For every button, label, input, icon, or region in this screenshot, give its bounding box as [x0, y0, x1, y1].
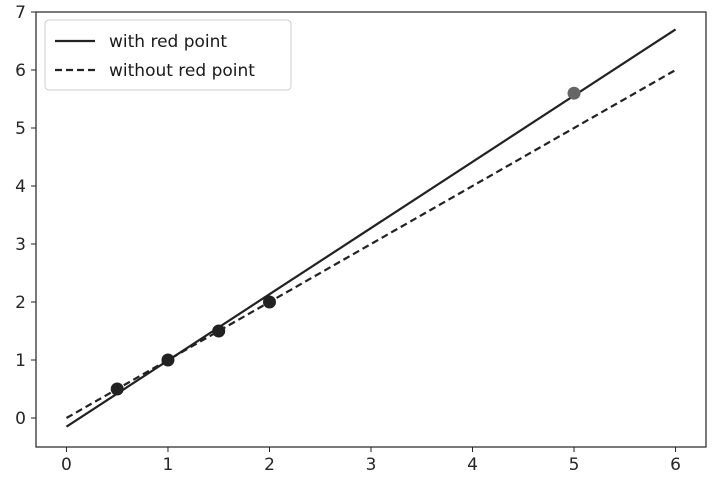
legend-label: without red point: [109, 61, 255, 81]
y-tick-label: 3: [15, 235, 26, 255]
y-tick-label: 5: [15, 119, 26, 139]
data-point: [567, 86, 581, 100]
x-tick-label: 0: [61, 455, 72, 475]
y-tick-label: 6: [15, 61, 26, 81]
y-tick-label: 1: [15, 351, 26, 371]
data-point: [110, 382, 124, 396]
data-point: [161, 353, 175, 367]
plot-frame: [35, 11, 707, 448]
y-tick-label: 2: [15, 293, 26, 313]
data-point: [212, 324, 226, 338]
x-tick-label: 2: [264, 455, 275, 475]
axis-ticks: 0 1 2 3 4 5 6 0 1 2 3 4 5 6 7: [15, 3, 681, 475]
x-tick-label: 6: [670, 455, 681, 475]
x-tick-label: 3: [366, 455, 377, 475]
y-tick-label: 0: [15, 409, 26, 429]
scatter-points: [110, 86, 581, 396]
legend-box: [44, 19, 292, 91]
legend: with red point without red point: [44, 19, 292, 91]
x-tick-label: 4: [467, 455, 478, 475]
y-tick-label: 4: [15, 177, 26, 197]
y-tick-label: 7: [15, 3, 26, 23]
data-point: [262, 295, 276, 309]
x-tick-label: 1: [163, 455, 174, 475]
x-tick-label: 5: [569, 455, 580, 475]
legend-label: with red point: [109, 32, 227, 52]
